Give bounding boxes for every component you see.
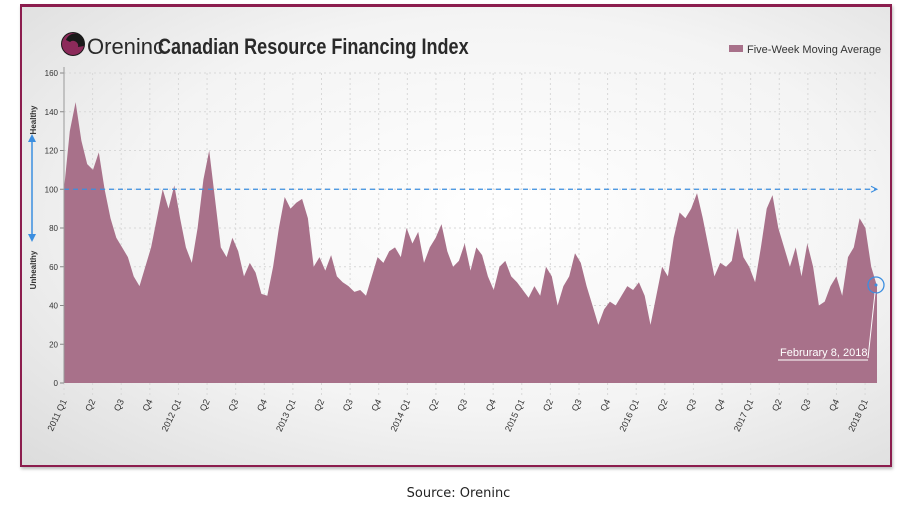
x-tick-label: Q4 [369, 398, 383, 413]
y-tick-label: 20 [49, 340, 58, 349]
x-tick-label: Q4 [713, 398, 727, 413]
annotation-date: Februrary 8, 2018 [780, 347, 867, 359]
five-week-average-area [64, 102, 877, 383]
x-tick-label: 2016 Q1 [617, 398, 641, 434]
x-tick-label: Q3 [570, 398, 584, 413]
x-tick-label: 2018 Q1 [846, 398, 870, 434]
legend-label: Five-Week Moving Average [747, 44, 881, 56]
x-tick-label: 2012 Q1 [160, 398, 184, 434]
healthy-label: Healthy [29, 105, 38, 134]
x-tick-label: Q2 [427, 398, 441, 413]
x-tick-label: Q2 [770, 398, 784, 413]
end-annotation: Februrary 8, 2018 [778, 276, 885, 361]
x-tick-label: 2014 Q1 [388, 398, 412, 434]
x-tick-label: Q2 [83, 398, 97, 413]
x-tick-label: Q3 [799, 398, 813, 413]
x-tick-label: 2015 Q1 [503, 398, 527, 434]
x-tick-label: Q3 [684, 398, 698, 413]
y-tick-label: 40 [49, 302, 58, 311]
y-tick-label: 0 [54, 379, 59, 388]
x-tick-label: Q4 [827, 398, 841, 413]
arrow-down-icon [28, 234, 36, 242]
x-tick-label: Q2 [655, 398, 669, 413]
chart: Oreninc Canadian Resource Financing Inde… [28, 32, 885, 434]
y-tick-label: 160 [45, 69, 59, 78]
y-tick-label: 80 [49, 224, 58, 233]
end-point-marker [867, 276, 885, 294]
x-tick-label: Q3 [455, 398, 469, 413]
arrow-up-icon [28, 134, 36, 142]
x-tick-label: Q3 [226, 398, 240, 413]
y-tick-label: 120 [45, 147, 59, 156]
x-tick-label: Q4 [255, 398, 269, 413]
x-tick-label: Q4 [141, 398, 155, 413]
x-tick-label: Q2 [198, 398, 212, 413]
chart-title: Canadian Resource Financing Index [158, 35, 469, 59]
source-caption: Source: Oreninc [406, 486, 511, 501]
x-tick-label: Q3 [112, 398, 126, 413]
y-tick-label: 100 [45, 185, 59, 194]
x-tick-label: 2011 Q1 [45, 398, 68, 433]
brand-name: Oreninc [87, 34, 164, 59]
x-tick-label: 2013 Q1 [274, 398, 298, 434]
x-tick-label: Q3 [341, 398, 355, 413]
legend: Five-Week Moving Average [729, 44, 881, 56]
unhealthy-label: Unhealthy [29, 250, 38, 289]
oreninc-logo [61, 32, 85, 56]
x-tick-label: Q2 [312, 398, 326, 413]
health-indicator: Healthy Unhealthy [28, 105, 38, 289]
y-tick-label: 140 [45, 108, 59, 117]
x-tick-label: 2017 Q1 [732, 398, 756, 434]
x-tick-label: Q4 [484, 398, 498, 413]
x-tick-label: Q4 [598, 398, 612, 413]
x-tick-label: Q2 [541, 398, 555, 413]
legend-swatch [729, 45, 743, 52]
reference-arrow-icon [870, 185, 879, 193]
y-tick-label: 60 [49, 263, 58, 272]
